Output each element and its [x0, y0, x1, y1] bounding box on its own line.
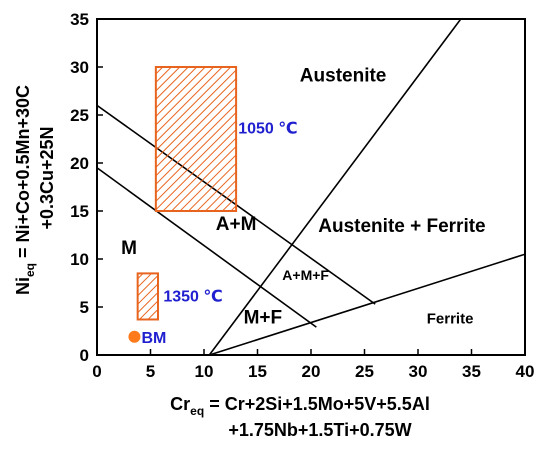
region-label-2: Austenite + Ferrite — [318, 216, 485, 237]
y-tick-label: 0 — [80, 346, 89, 365]
y-axis-title-line2: +0.3Cu+25N — [37, 126, 57, 229]
y-axis-title-sub: eq — [23, 263, 37, 277]
point-marker-1 — [128, 330, 141, 343]
point-label-1: BM — [141, 330, 166, 347]
boundary-line-2 — [97, 167, 317, 328]
x-tick-label: 30 — [409, 362, 428, 381]
x-tick-label: 15 — [248, 362, 267, 381]
y-axis-title-main: Ni — [13, 277, 33, 295]
region-label-6: M — [121, 238, 137, 259]
y-tick-label: 25 — [70, 106, 89, 125]
region-label-3: A+M — [216, 214, 257, 235]
x-axis-title: Creq = Cr+2Si+1.5Mo+5V+5.5Al — [170, 394, 430, 418]
y-tick-label: 20 — [70, 154, 89, 173]
y-axis-title: Nieq = Ni+Co+0.5Mn+30C — [13, 85, 37, 295]
x-axis-title-line2: +1.75Nb+1.5Ti+0.75W — [228, 420, 411, 440]
boundary-line-3 — [208, 19, 462, 355]
boundary-line-4 — [209, 253, 525, 355]
hatched-box-1 — [154, 66, 238, 212]
x-tick-label: 0 — [92, 362, 101, 381]
temperature-labels: 1050 ℃ 1350 ℃ — [163, 120, 297, 305]
temperature-label-2: 1350 ℃ — [163, 288, 222, 305]
x-axis-title-sub: eq — [190, 404, 204, 418]
region-label-7: Ferrite — [427, 310, 474, 327]
x-tick-label: 20 — [302, 362, 321, 381]
region-label-1: Austenite — [300, 65, 387, 86]
region-labels: Austenite Austenite + Ferrite A+M A+M+F M+F M… — [121, 65, 485, 328]
x-axis-title-line1: = Cr+2Si+1.5Mo+5V+5.5Al — [204, 394, 430, 414]
y-tick-label: 15 — [70, 202, 89, 221]
hatched-regions — [136, 66, 238, 321]
x-tick-label: 25 — [355, 362, 374, 381]
region-label-4: A+M+F — [282, 267, 329, 283]
y-tick-label: 30 — [70, 58, 89, 77]
x-tick-label: 40 — [516, 362, 535, 381]
axis-ticks: 0 5 10 15 20 25 30 35 40 0 5 10 15 20 25 30 35 — [70, 10, 534, 381]
x-axis-title-main: Cr — [170, 394, 190, 414]
y-tick-label: 35 — [70, 10, 89, 29]
temperature-label-1: 1050 ℃ — [238, 120, 297, 137]
x-tick-label: 10 — [195, 362, 214, 381]
region-label-5: M+F — [244, 307, 283, 328]
y-tick-label: 5 — [80, 298, 89, 317]
y-axis-title-line1: = Ni+Co+0.5Mn+30C — [13, 85, 33, 263]
x-tick-label: 35 — [462, 362, 481, 381]
data-points: BM — [128, 330, 166, 347]
y-tick-label: 10 — [70, 250, 89, 269]
x-tick-label: 5 — [146, 362, 155, 381]
hatched-box-2 — [136, 272, 159, 321]
